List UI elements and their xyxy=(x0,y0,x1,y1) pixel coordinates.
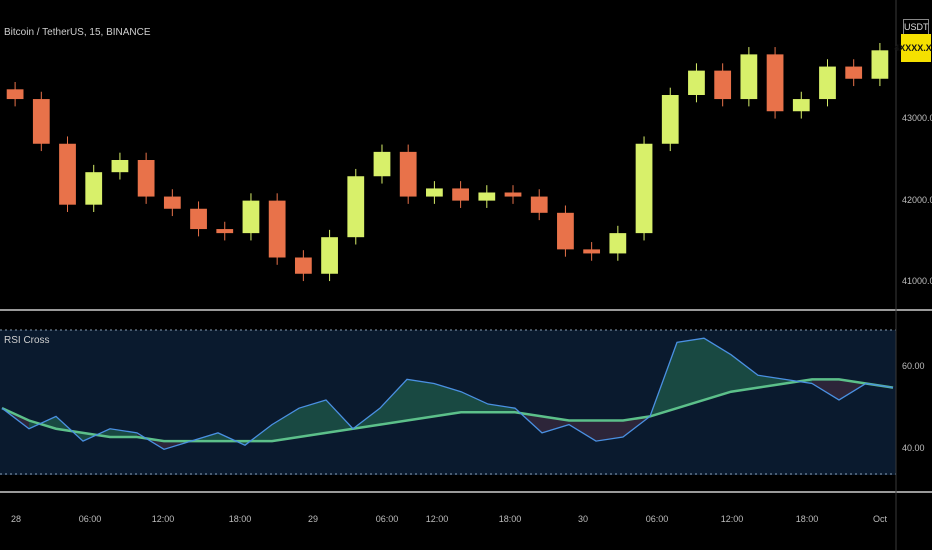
candle-body xyxy=(845,66,863,79)
candle-body xyxy=(426,188,443,197)
rsi-line xyxy=(1,337,894,451)
time-axis-label: 28 xyxy=(10,514,22,524)
candle-body xyxy=(688,70,705,95)
indicator-title[interactable]: RSI Cross xyxy=(4,335,50,346)
last-price-label: 4XXXX.XX xyxy=(894,42,932,53)
candle-body xyxy=(740,54,758,100)
price-axis-label: 41000.00 xyxy=(902,275,932,286)
ma-line xyxy=(1,378,894,443)
rsi-above-ma-fill xyxy=(407,379,434,421)
candle-body xyxy=(661,95,679,144)
candle-body xyxy=(452,188,469,201)
time-axis-label: 12:00 xyxy=(151,514,175,524)
rsi-below-ma-fill xyxy=(596,420,623,442)
time-axis-label: 12:00 xyxy=(425,514,449,524)
candle-body xyxy=(85,172,103,205)
candle-body xyxy=(268,200,286,258)
candle-body xyxy=(714,70,732,100)
time-axis-label: 18:00 xyxy=(498,514,522,524)
time-axis-label: 18:00 xyxy=(795,514,819,524)
candle-body xyxy=(530,196,548,213)
rsi-above-ma-fill xyxy=(488,404,515,413)
rsi-above-ma-fill xyxy=(299,399,326,437)
candle-body xyxy=(242,200,260,234)
rsi-above-ma-fill xyxy=(731,354,758,392)
candle-body xyxy=(321,237,338,274)
candle-body xyxy=(111,160,129,173)
candle-body xyxy=(6,89,24,100)
candlestick-series xyxy=(6,43,889,282)
candle-body xyxy=(347,176,365,238)
candle-body xyxy=(504,192,522,197)
rsi-above-ma-fill xyxy=(110,428,137,437)
candle-body xyxy=(766,54,784,112)
candle-body xyxy=(190,208,207,230)
candle-body xyxy=(216,229,234,234)
rsi-above-ma-fill xyxy=(380,379,407,425)
candle-body xyxy=(163,196,181,209)
candle-body xyxy=(294,257,312,274)
rsi-below-ma-fill xyxy=(812,379,839,400)
rsi-below-ma-fill xyxy=(839,379,866,400)
candle-body xyxy=(609,233,627,254)
time-axis-label: 18:00 xyxy=(228,514,252,524)
rsi-above-ma-fill xyxy=(326,399,353,433)
oscillator-lines xyxy=(1,337,894,451)
time-axis-label: 29 xyxy=(307,514,319,524)
oscillator-axis-label: 40.00 xyxy=(902,443,925,454)
time-axis-label: 06:00 xyxy=(375,514,399,524)
candle-body xyxy=(792,99,810,112)
rsi-above-ma-fill xyxy=(434,383,461,417)
candle-body xyxy=(478,192,496,201)
rsi-above-ma-fill xyxy=(461,391,488,413)
candle-body xyxy=(635,143,653,234)
time-axis-label: 06:00 xyxy=(78,514,102,524)
candle-body xyxy=(399,151,417,197)
candle-body xyxy=(137,160,155,197)
rsi-above-ma-fill xyxy=(704,338,731,400)
time-axis-label: 06:00 xyxy=(645,514,669,524)
candle-body xyxy=(583,249,601,254)
time-axis-label: Oct xyxy=(872,514,888,524)
rsi-above-ma-fill xyxy=(677,338,704,409)
price-axis-label: 42000.00 xyxy=(902,194,932,205)
price-axis-label: 43000.00 xyxy=(902,113,932,124)
symbol-title: Bitcoin / TetherUS, 15, BINANCE xyxy=(4,27,151,38)
time-axis-label: 30 xyxy=(577,514,589,524)
candle-body xyxy=(373,151,391,177)
candle-body xyxy=(871,50,889,79)
last-price-tag: 4XXXX.XX xyxy=(894,34,932,62)
rsi-below-ma-fill xyxy=(569,420,596,442)
candle-body xyxy=(557,212,574,250)
rsi-above-ma-fill xyxy=(272,408,299,442)
candle-body xyxy=(32,99,50,144)
candle-body xyxy=(59,143,76,205)
oscillator-axis-label: 60.00 xyxy=(902,361,925,372)
candle-body xyxy=(819,66,836,100)
time-axis-label: 12:00 xyxy=(720,514,744,524)
